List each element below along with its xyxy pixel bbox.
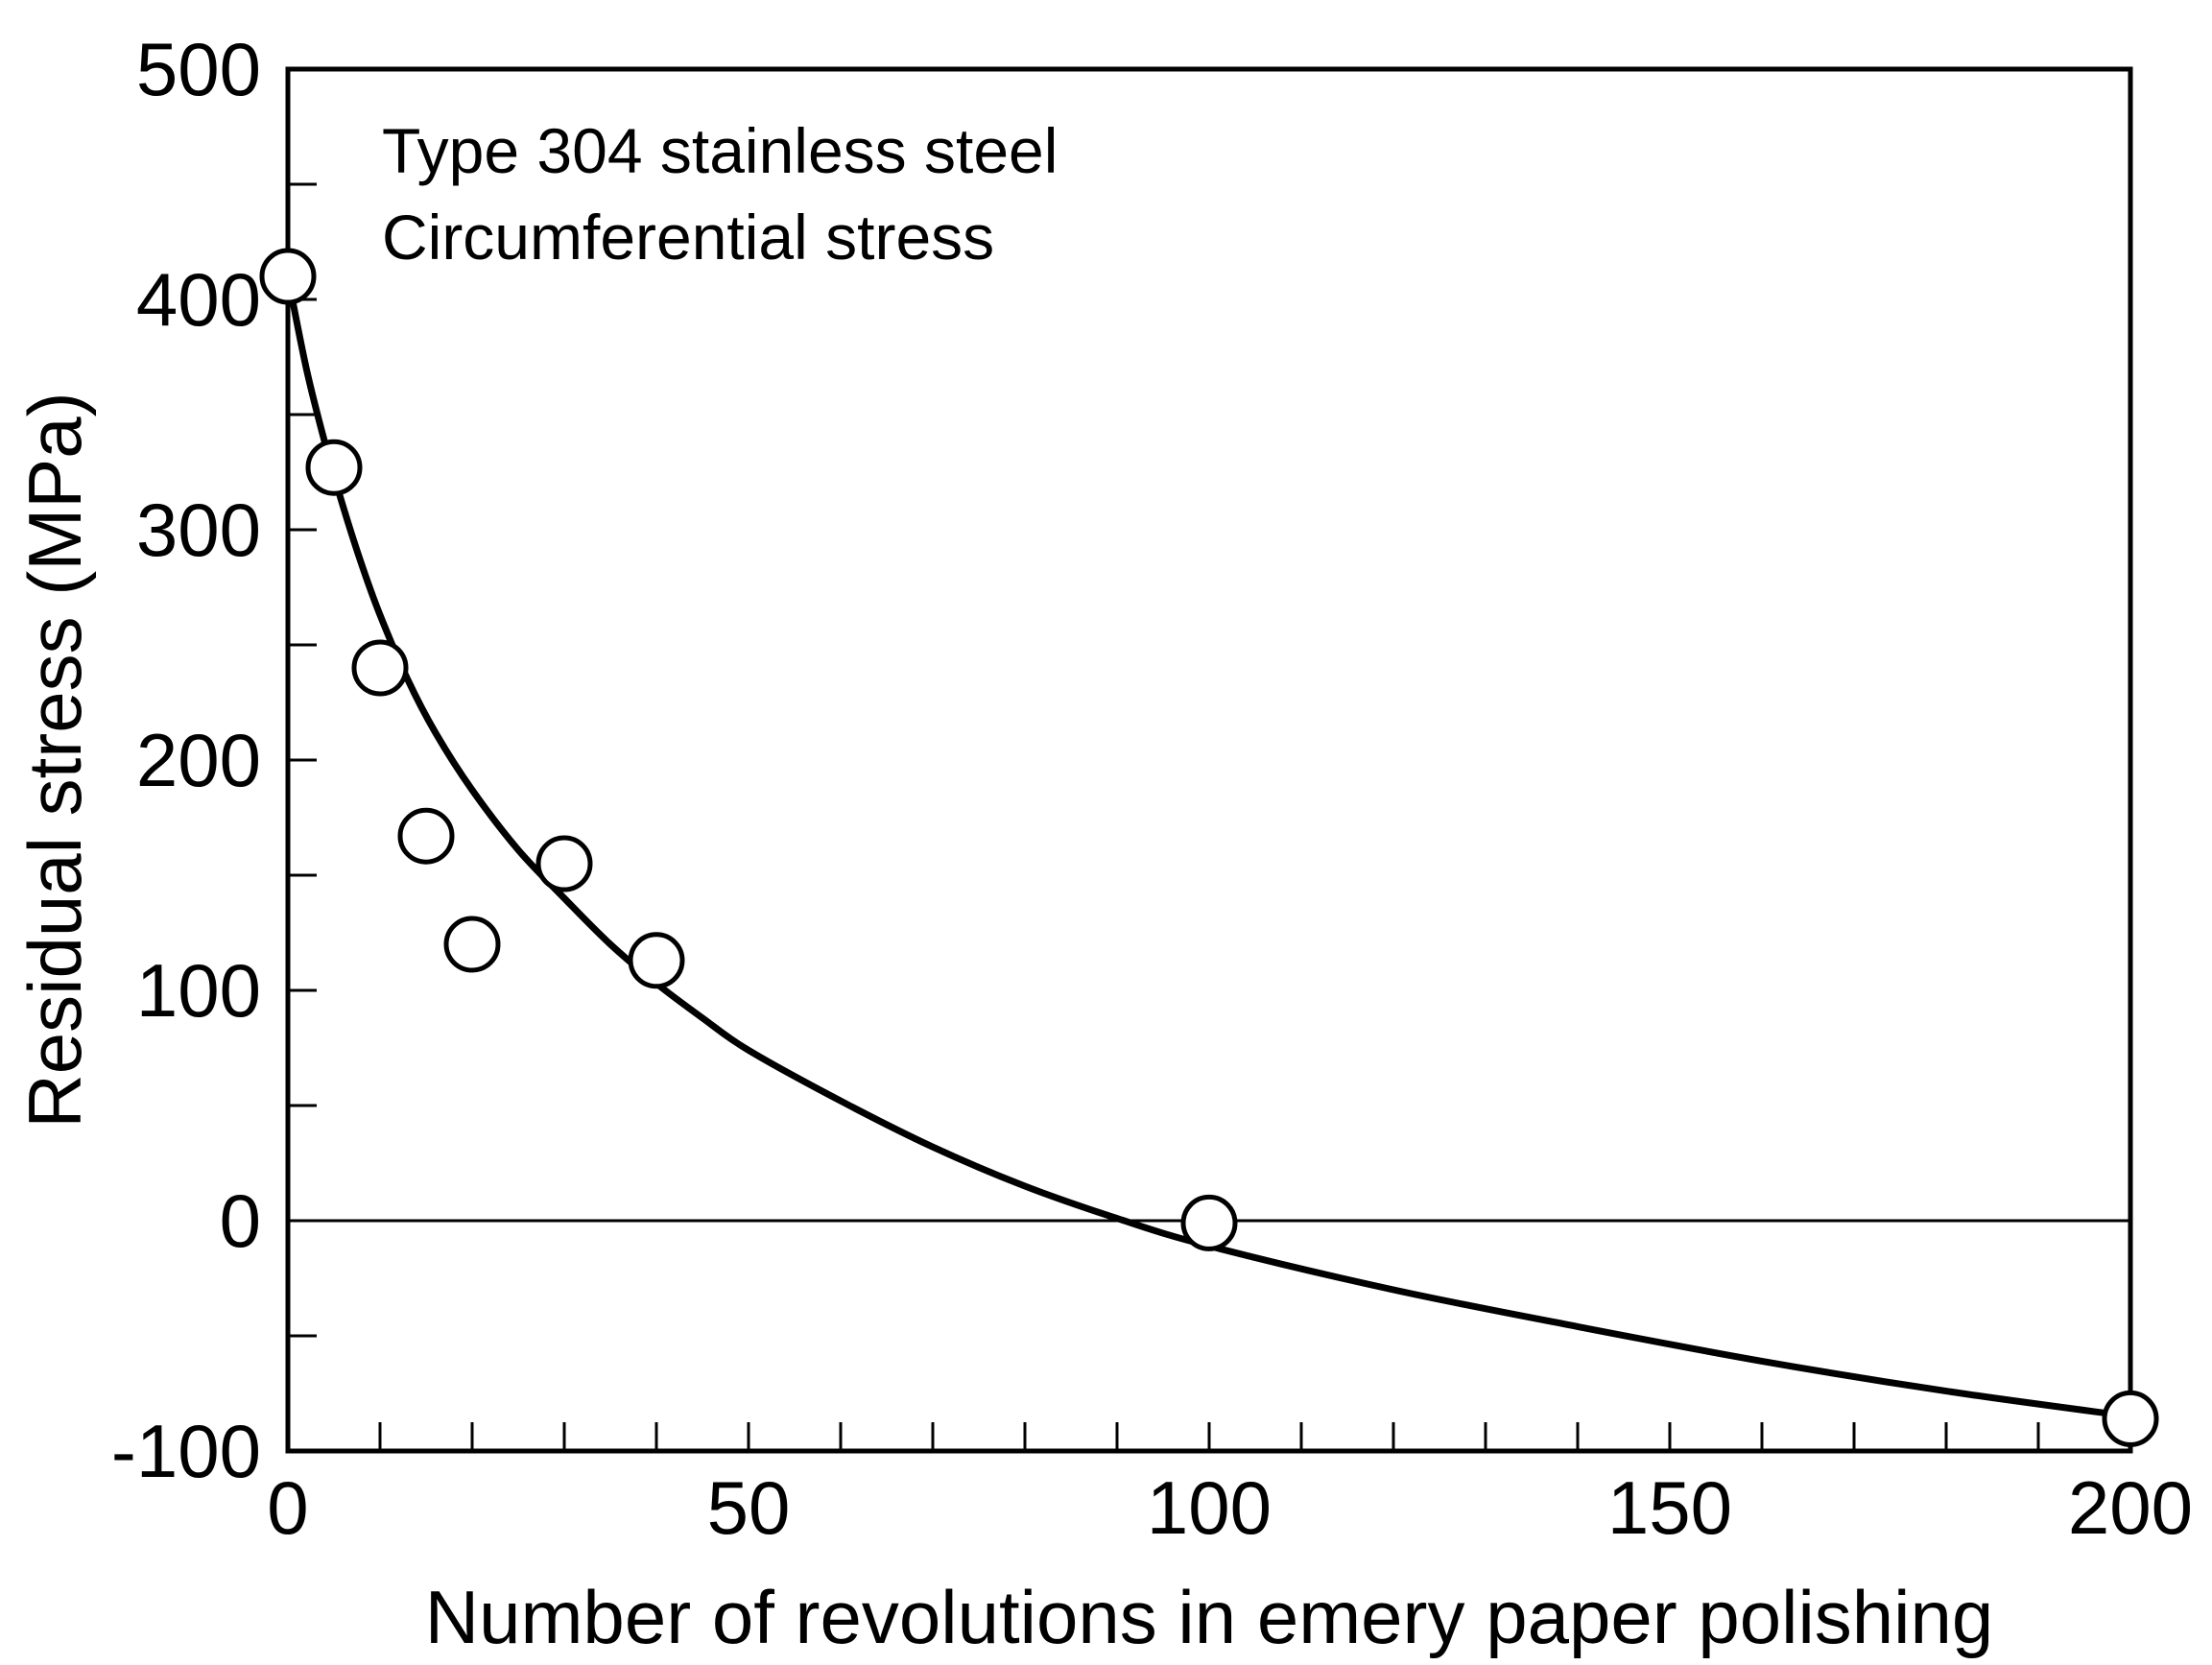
y-tick-label: 200 — [136, 718, 261, 802]
data-point — [259, 248, 317, 305]
x-tick-label: 150 — [1607, 1465, 1732, 1550]
y-tick-label: 0 — [220, 1178, 261, 1263]
y-tick-label: 300 — [136, 488, 261, 572]
data-point — [1180, 1194, 1238, 1251]
data-point — [305, 439, 363, 496]
y-tick-label: 100 — [136, 948, 261, 1033]
y-axis-title: Residual stress (MPa) — [12, 392, 97, 1128]
data-point — [535, 835, 593, 892]
x-tick-label: 200 — [2068, 1465, 2193, 1550]
data-point — [628, 932, 685, 989]
y-tick-label: 500 — [136, 27, 261, 111]
data-point — [397, 807, 455, 865]
y-tick-label: -100 — [111, 1409, 261, 1493]
data-points — [259, 248, 2159, 1447]
data-point — [2102, 1390, 2159, 1447]
y-tick-label: 400 — [136, 257, 261, 342]
axis-ticks — [288, 182, 2040, 1451]
x-axis-title: Number of revolutions in emery paper pol… — [425, 1575, 1994, 1659]
annotation-material: Type 304 stainless steel — [382, 115, 1058, 186]
fitted-curve — [284, 273, 2134, 1420]
x-tick-label: 50 — [707, 1465, 791, 1550]
x-tick-label: 0 — [267, 1465, 308, 1550]
data-point — [351, 639, 409, 697]
data-point — [443, 916, 501, 973]
annotation-stress-type: Circumferential stress — [382, 202, 994, 273]
x-tick-label: 100 — [1147, 1465, 1272, 1550]
